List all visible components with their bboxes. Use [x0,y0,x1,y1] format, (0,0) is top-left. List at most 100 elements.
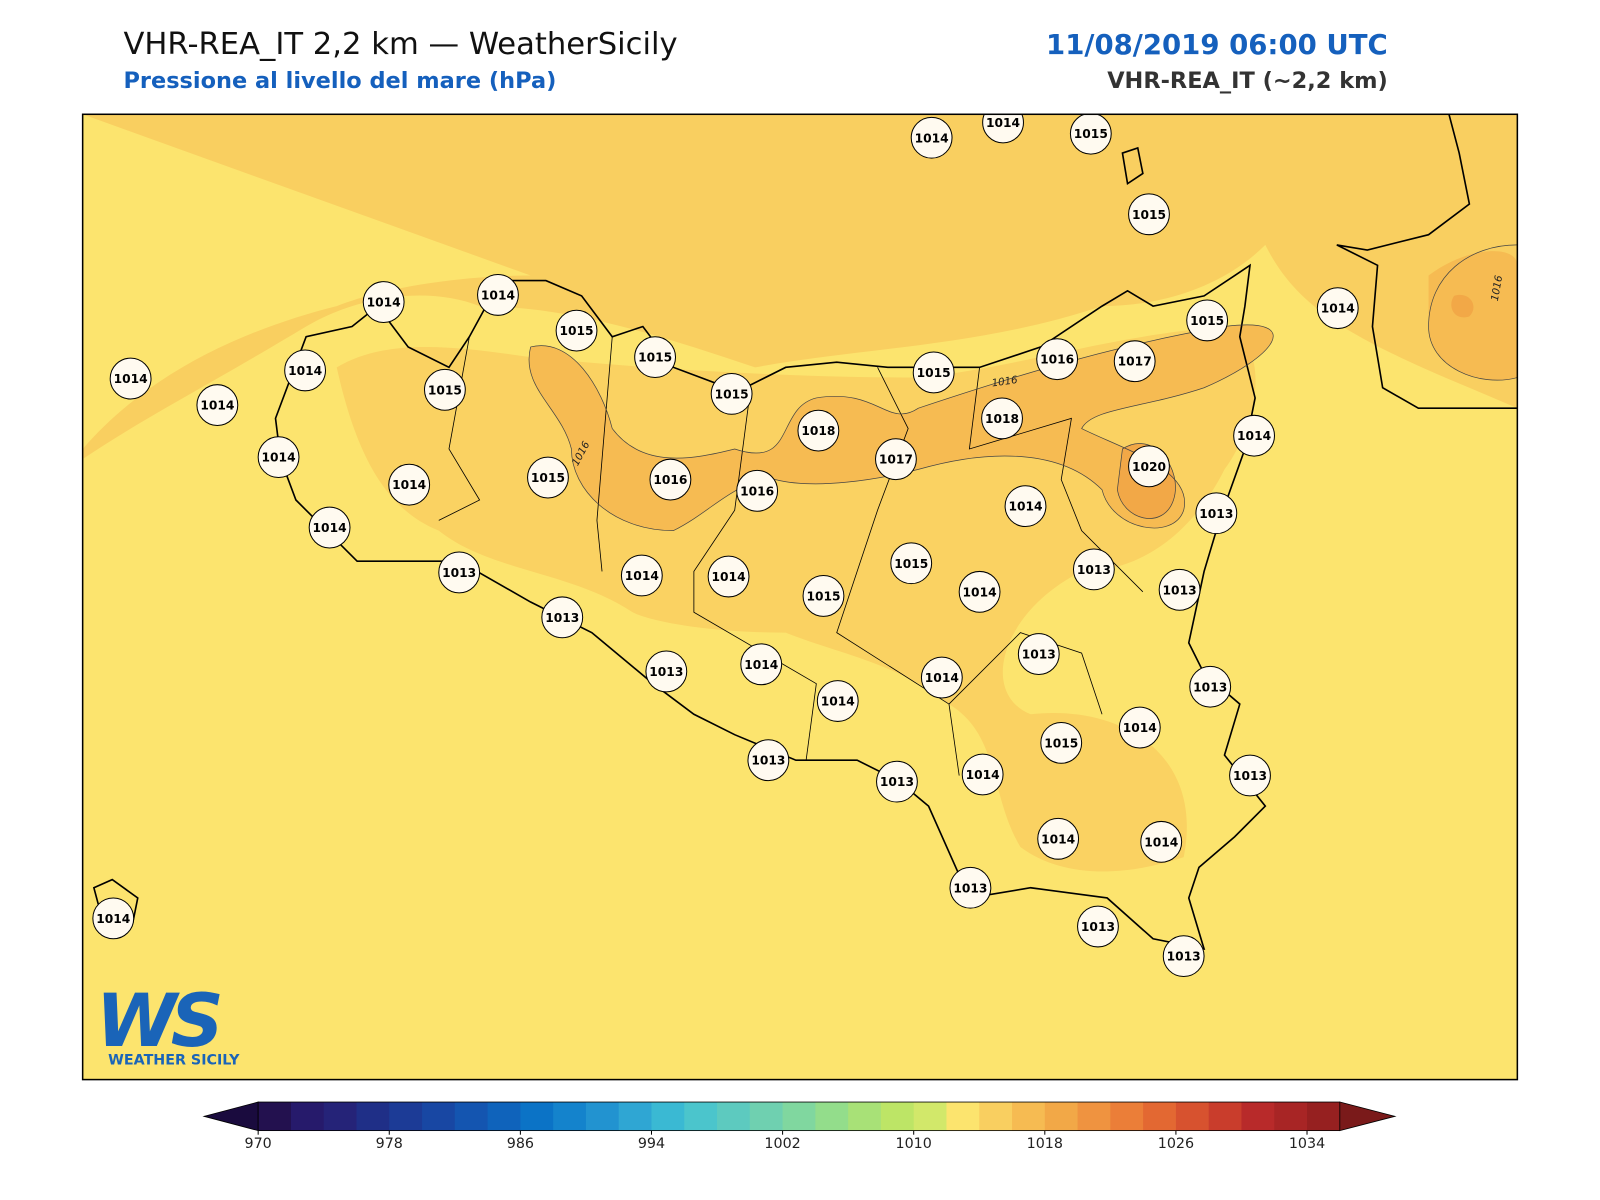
station-value: 1013 [880,775,914,789]
station-value: 1014 [262,451,296,465]
station-marker [747,739,790,782]
station-marker [423,368,466,411]
station-value: 1014 [915,131,949,145]
station-marker [1069,114,1112,155]
stations: 1014 1014 1015 1015 1014 1014 1015 1015 1014 1014… [92,114,1359,978]
station-marker [1017,633,1060,675]
station-value: 1015 [1074,127,1108,141]
station-value: 1013 [545,611,579,625]
field-1016 [528,251,1518,531]
colorbar: 970 978 986 994 1002 1010 1018 1026 1034 [202,1101,1397,1152]
station-marker [1128,193,1170,236]
colorbar-segment [913,1102,947,1131]
station-marker [1233,414,1275,457]
station-marker [527,456,569,499]
station-marker [196,384,239,427]
station-value: 1015 [1190,314,1224,328]
colorbar-tick-label: 1002 [764,1136,800,1152]
station-marker [1158,568,1201,611]
contour-label: 1016 [991,375,1019,390]
station-value: 1014 [96,912,130,926]
map-frame [81,113,1519,1081]
station-value: 1013 [1163,583,1197,597]
station-value: 1014 [712,570,746,584]
station-value: 1015 [638,351,672,365]
station-marker [736,469,779,512]
colorbar-segment [651,1102,685,1131]
colorbar-segment [684,1102,718,1131]
station-value: 1015 [1132,208,1166,222]
station-value: 1018 [985,412,1019,426]
station-marker [541,596,584,639]
subtitle: Pressione al livello del mare (hPa) [123,68,556,94]
colorbar-tick-label: 978 [376,1136,403,1152]
colorbar-segment [782,1102,816,1131]
station-marker [1140,820,1183,863]
colorbar-segment [422,1102,456,1131]
station-marker [1316,287,1359,330]
station-value: 1013 [1233,769,1267,783]
station-value: 1013 [1081,920,1115,934]
station-value: 1018 [801,424,835,438]
colorbar-segment [848,1102,882,1131]
station-value: 1015 [1044,736,1078,750]
station-value: 1015 [806,589,840,603]
colorbar-segment [749,1102,784,1131]
logo: WS WEATHER SICILY [96,979,240,1068]
station-value: 1014 [481,288,515,302]
station-marker [477,273,519,316]
station-value: 1013 [751,754,785,768]
colorbar-segment [323,1102,358,1131]
station-value: 1014 [313,521,347,535]
station-value: 1016 [740,484,774,498]
station-value: 1014 [367,296,401,310]
station-marker [710,372,753,415]
station-value: 1014 [986,116,1020,130]
station-value: 1013 [1193,680,1227,694]
field-1015 [336,326,1256,872]
colorbar-segment [1175,1102,1210,1131]
station-value: 1014 [744,658,778,672]
colorbar-segment [880,1102,915,1131]
station-marker [1229,754,1271,797]
station-marker [920,656,963,699]
station-value: 1015 [917,366,951,380]
colorbar-segment [1110,1102,1144,1131]
station-value: 1014 [1041,832,1075,846]
colorbar-segment [585,1102,620,1131]
station-marker [645,650,688,693]
colorbar-over [1339,1101,1397,1132]
colorbar-segment [258,1102,292,1131]
station-value: 1015 [428,383,462,397]
station-marker [92,897,135,940]
colorbar-segment [1143,1102,1177,1131]
colorbar-under [202,1101,259,1132]
station-value: 1013 [649,665,683,679]
station-marker [620,554,663,597]
colorbar-segment [717,1102,751,1131]
station-value: 1013 [1167,950,1201,964]
colorbar-segment [487,1102,521,1131]
station-value: 1015 [715,387,749,401]
station-value: 1014 [1123,721,1157,735]
colorbar-segment [815,1102,849,1131]
station-marker [982,114,1024,144]
colorbar-tick-label: 1010 [896,1136,932,1152]
colorbar-tick-label: 970 [245,1136,272,1152]
station-marker [949,866,992,909]
station-marker [1195,492,1238,535]
station-marker [912,351,955,394]
station-value: 1015 [559,324,593,338]
station-marker [257,436,300,479]
colorbar-segment [1274,1102,1308,1131]
contour-label: 1016 [1490,274,1505,302]
colorbar-tick-label: 1018 [1027,1136,1063,1152]
colorbar-tick-label: 986 [507,1136,534,1152]
colorbar-segment [1044,1102,1079,1131]
station-marker [910,116,953,159]
colorbar-segment [454,1102,489,1131]
station-marker [1036,338,1079,381]
colorbar-segment [290,1102,325,1131]
station-value: 1015 [531,471,565,485]
